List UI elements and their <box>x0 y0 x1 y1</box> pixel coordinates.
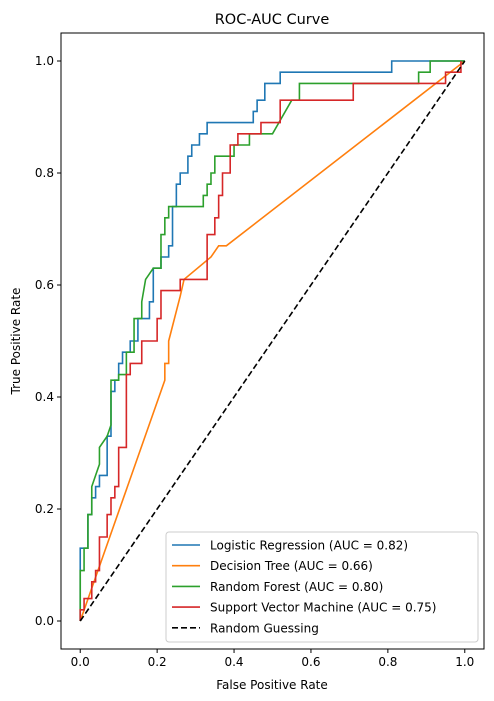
x-tick-label: 0.2 <box>148 655 167 669</box>
x-tick-label: 0.6 <box>301 655 320 669</box>
legend: Logistic Regression (AUC = 0.82) Decision… <box>165 531 479 643</box>
series-line-4 <box>79 60 466 622</box>
y-tick-label: 0.4 <box>35 390 54 404</box>
legend-label-2: Random Forest (AUC = 0.80) <box>210 580 383 594</box>
series-layer <box>79 60 466 622</box>
x-tick-label: 0.4 <box>224 655 243 669</box>
y-axis-label: True Positive Rate <box>9 288 23 396</box>
legend-frame <box>165 531 479 643</box>
plot-frame <box>60 32 485 650</box>
series-line-3 <box>79 61 462 621</box>
y-tick-label: 1.0 <box>35 54 54 68</box>
legend-label-0: Logistic Regression (AUC = 0.82) <box>210 539 408 553</box>
y-tick-label: 0.0 <box>35 614 54 628</box>
legend-label-3: Support Vector Machine (AUC = 0.75) <box>210 601 437 615</box>
chart-title: ROC-AUC Curve <box>215 12 330 28</box>
legend-label-1: Decision Tree (AUC = 0.66) <box>210 559 373 573</box>
legend-label-4: Random Guessing <box>210 621 319 635</box>
y-tick-label: 0.2 <box>35 502 54 516</box>
x-axis-label: False Positive Rate <box>216 678 328 692</box>
y-tick-label: 0.8 <box>35 166 54 180</box>
plot-area <box>60 32 485 650</box>
series-line-1 <box>79 60 466 622</box>
y-axis-ticks: 0.0 0.2 0.4 0.6 0.8 1.0 <box>35 54 61 628</box>
x-tick-label: 0.0 <box>71 655 90 669</box>
x-tick-label: 0.8 <box>378 655 397 669</box>
x-axis-ticks: 0.0 0.2 0.4 0.6 0.8 1.0 <box>71 649 474 669</box>
x-tick-label: 1.0 <box>455 655 474 669</box>
y-tick-label: 0.6 <box>35 278 54 292</box>
